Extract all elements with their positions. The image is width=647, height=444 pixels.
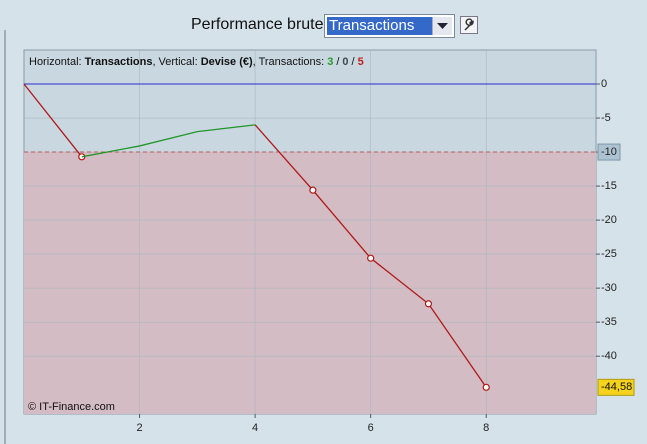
info-v-value: Devise (€)	[201, 56, 253, 68]
y-tick-label: -5	[601, 112, 611, 124]
y-tick-label: -10	[601, 146, 617, 158]
threshold-zone	[24, 152, 596, 414]
y-tick-box	[597, 143, 621, 161]
x-tick-label: 4	[252, 422, 258, 434]
y-tick-label: -25	[601, 248, 617, 260]
y-tick-label: -15	[601, 180, 617, 192]
info-line: Horizontal: Transactions, Vertical: Devise…	[29, 56, 364, 68]
settings-button[interactable]	[460, 16, 478, 34]
dropdown-arrow[interactable]	[432, 17, 452, 35]
info-h-value: Transactions	[85, 56, 153, 68]
info-sep2: /	[352, 56, 356, 68]
value-label: -44,58	[601, 381, 632, 393]
dropdown[interactable]: Transactions	[324, 14, 455, 38]
value-label-box	[597, 378, 635, 396]
info-losses: 5	[358, 56, 364, 68]
info-wins: 3	[327, 56, 333, 68]
point	[482, 383, 490, 391]
x-tick-label: 2	[136, 422, 142, 434]
point	[309, 186, 317, 194]
y-tick-label: -20	[601, 214, 617, 226]
y-tick-label: 0	[601, 78, 607, 90]
info-sep1: /	[336, 56, 340, 68]
info-even: 0	[342, 56, 348, 68]
point	[367, 254, 375, 262]
info-t-label: , Transactions:	[253, 56, 325, 68]
y-tick-label: -40	[601, 350, 617, 362]
series-line	[23, 83, 83, 158]
series-line	[81, 124, 256, 158]
dropdown-value[interactable]: Transactions	[327, 17, 433, 35]
y-tick-label: -30	[601, 282, 617, 294]
info-v-label: , Vertical:	[152, 56, 197, 68]
credit: © IT-Finance.com	[28, 401, 115, 413]
y-tick-label: -35	[601, 316, 617, 328]
x-tick-label: 8	[483, 422, 489, 434]
control-label: Performance brute	[191, 16, 324, 33]
point	[424, 300, 433, 308]
x-tick-label: 6	[368, 422, 374, 434]
info-h-label: Horizontal:	[29, 56, 82, 68]
